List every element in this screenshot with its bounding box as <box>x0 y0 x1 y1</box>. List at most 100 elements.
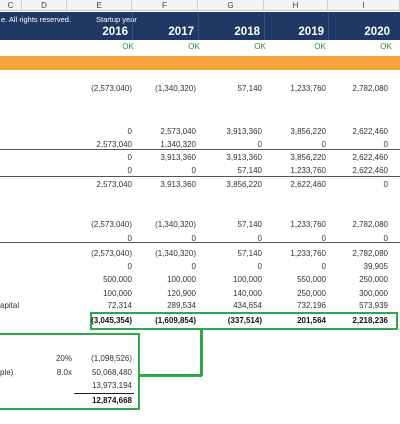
column-letter-e[interactable]: E <box>67 0 132 11</box>
cell[interactable]: 3,913,360 <box>160 180 196 189</box>
cell[interactable]: 0 <box>191 234 196 243</box>
cell[interactable]: (1,340,320) <box>155 220 196 229</box>
cell[interactable]: 2,782,080 <box>352 220 388 229</box>
cell[interactable]: (2,573,040) <box>91 249 132 258</box>
check-2020: OK <box>380 42 392 51</box>
column-letter-g[interactable]: G <box>198 0 264 11</box>
cell[interactable]: 39,905 <box>363 262 388 271</box>
cell[interactable]: 1,233,760 <box>290 220 326 229</box>
cell[interactable]: 3,856,220 <box>226 180 262 189</box>
connector-line <box>138 374 202 377</box>
cell[interactable]: 0 <box>127 262 132 271</box>
sum-line <box>74 393 134 394</box>
cell[interactable]: 0 <box>127 153 132 162</box>
cell[interactable]: 0 <box>257 262 262 271</box>
cell[interactable]: 57,140 <box>237 84 262 93</box>
cell[interactable]: 2,622,460 <box>290 180 326 189</box>
discount-rate[interactable]: 20% <box>55 354 72 363</box>
cell[interactable]: 100,000 <box>103 289 132 298</box>
cell[interactable]: 3,913,360 <box>226 127 262 136</box>
terminal-value[interactable]: 50,068,480 <box>91 368 132 377</box>
pv-terminal-value[interactable]: 13,973,194 <box>91 381 132 390</box>
cell[interactable]: 57,140 <box>237 166 262 175</box>
cell[interactable]: 732,196 <box>297 301 326 310</box>
cell[interactable]: 0 <box>257 140 262 149</box>
divider-line <box>0 149 400 150</box>
cell[interactable]: 289,534 <box>167 301 196 310</box>
cell[interactable]: 300,000 <box>359 289 388 298</box>
column-letter-h[interactable]: H <box>264 0 328 11</box>
cell[interactable]: 573,939 <box>359 301 388 310</box>
cell[interactable]: 0 <box>257 234 262 243</box>
cell[interactable]: 2,622,460 <box>352 127 388 136</box>
cell[interactable]: 2,782,080 <box>352 249 388 258</box>
cell[interactable]: 3,856,220 <box>290 127 326 136</box>
highlight-box-fcf <box>90 312 398 330</box>
cell[interactable]: 0 <box>383 140 388 149</box>
year-header-band: e. All rights reserved. Startup year 201… <box>0 12 400 40</box>
year-2019: 2019 <box>298 26 324 38</box>
year-2016: 2016 <box>102 26 128 38</box>
check-2016: OK <box>122 42 134 51</box>
startup-year-label: Startup year <box>96 15 137 24</box>
exit-multiple[interactable]: 8.0x <box>56 368 72 377</box>
cell[interactable]: 0 <box>191 262 196 271</box>
cell[interactable]: 1,340,320 <box>160 140 196 149</box>
cell[interactable]: 140,000 <box>233 289 262 298</box>
cell[interactable]: 100,000 <box>167 275 196 284</box>
cell[interactable]: 0 <box>127 234 132 243</box>
cell[interactable]: 0 <box>191 166 196 175</box>
cell[interactable]: (1,340,320) <box>155 84 196 93</box>
column-letter-i[interactable]: I <box>328 0 400 11</box>
fcf-2019[interactable]: 201,564 <box>297 316 326 325</box>
cell[interactable]: 500,000 <box>103 275 132 284</box>
cell[interactable]: 1,233,760 <box>290 249 326 258</box>
cell[interactable]: 3,913,360 <box>160 153 196 162</box>
cell[interactable]: 434,654 <box>233 301 262 310</box>
fcf-2018[interactable]: (337,514) <box>227 316 262 325</box>
year-2018: 2018 <box>234 26 260 38</box>
cell[interactable]: 2,573,040 <box>96 140 132 149</box>
cell[interactable]: 550,000 <box>297 275 326 284</box>
cell[interactable]: 0 <box>383 180 388 189</box>
check-2017: OK <box>188 42 200 51</box>
cell[interactable]: 3,856,220 <box>290 153 326 162</box>
cell[interactable]: 0 <box>383 234 388 243</box>
fcf-2016[interactable]: (3,045,354) <box>91 316 132 325</box>
multiple-label: ple) <box>0 368 14 377</box>
cell[interactable]: 72,314 <box>107 301 132 310</box>
cell[interactable]: 0 <box>127 166 132 175</box>
cell[interactable]: 120,900 <box>167 289 196 298</box>
column-letter-c[interactable]: C <box>0 0 22 11</box>
cell[interactable]: 3,913,360 <box>226 153 262 162</box>
cell[interactable]: 0 <box>127 127 132 136</box>
cell[interactable]: 250,000 <box>297 289 326 298</box>
cell[interactable]: 0 <box>321 234 326 243</box>
cell[interactable]: 1,233,760 <box>290 166 326 175</box>
cell[interactable]: 1,233,760 <box>290 84 326 93</box>
cell[interactable]: (2,573,040) <box>91 84 132 93</box>
section-band <box>0 56 400 70</box>
cell[interactable]: (1,340,320) <box>155 249 196 258</box>
cell[interactable]: 0 <box>321 262 326 271</box>
cell[interactable]: 57,140 <box>237 220 262 229</box>
cell[interactable]: 2,782,080 <box>352 84 388 93</box>
cell[interactable]: 2,573,040 <box>96 180 132 189</box>
cell[interactable]: 57,140 <box>237 249 262 258</box>
enterprise-value-total[interactable]: 12,874,668 <box>91 396 132 405</box>
cell[interactable]: 0 <box>321 140 326 149</box>
column-letter-f[interactable]: F <box>132 0 198 11</box>
cell[interactable]: 2,622,460 <box>352 153 388 162</box>
column-letter-d[interactable]: D <box>22 0 67 11</box>
fcf-2017[interactable]: (1,609,854) <box>155 316 196 325</box>
cell[interactable]: 2,622,460 <box>352 166 388 175</box>
cell[interactable]: 100,000 <box>233 275 262 284</box>
cell[interactable]: 2,573,040 <box>160 127 196 136</box>
year-2017: 2017 <box>168 26 194 38</box>
cell[interactable]: (2,573,040) <box>91 220 132 229</box>
cell[interactable]: 250,000 <box>359 275 388 284</box>
fcf-2020[interactable]: 2,218,236 <box>352 316 388 325</box>
connector-line <box>200 330 203 376</box>
pv-fcf-value[interactable]: (1,098,526) <box>91 354 132 363</box>
divider-line <box>0 242 400 243</box>
